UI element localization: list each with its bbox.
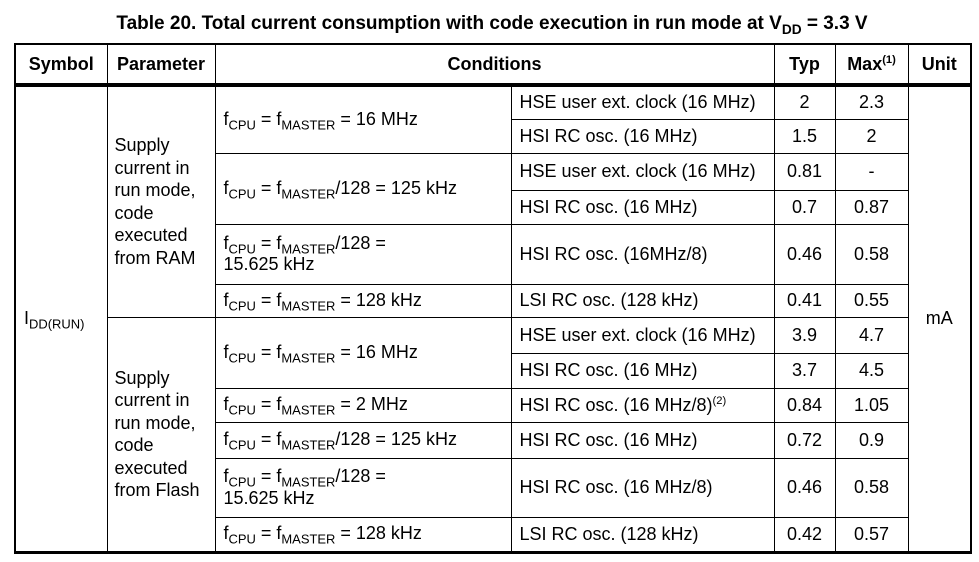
max-value-cell: 4.5 xyxy=(834,352,909,389)
max-value-cell: 0.55 xyxy=(834,283,909,318)
header-parameter: Parameter xyxy=(106,43,216,87)
condition-clock-cell: LSI RC osc. (128 kHz) xyxy=(510,283,775,318)
header-max: Max(1) xyxy=(834,43,909,87)
typ-value-cell: 3.9 xyxy=(773,316,836,354)
table-row: fCPU = fMASTER = 128 kHz LSI RC osc. (12… xyxy=(15,516,971,553)
max-value-cell: 0.9 xyxy=(834,421,909,459)
condition-frequency-cell: fCPU = fMASTER = 128 kHz xyxy=(214,516,512,553)
header-typ: Typ xyxy=(773,43,836,87)
condition-frequency-cell: fCPU = fMASTER/128 = 125 kHz xyxy=(214,152,512,225)
condition-clock-cell: HSE user ext. clock (16 MHz) xyxy=(510,152,775,191)
table-row: IDD(RUN) Supply current in run mode, cod… xyxy=(14,84,972,553)
table-row: HSI RC osc. (16 MHz) 3.7 4.5 xyxy=(15,352,971,389)
typ-value-cell: 0.46 xyxy=(773,457,836,518)
max-value-cell: 0.57 xyxy=(834,516,909,553)
max-value-cell: 0.58 xyxy=(834,223,909,285)
typ-value-cell: 0.42 xyxy=(773,516,836,553)
condition-clock-cell: HSI RC osc. (16 MHz) xyxy=(510,421,775,459)
condition-clock-cell: HSI RC osc. (16 MHz/8) xyxy=(510,457,775,518)
table-row: fCPU = fMASTER = 128 kHz LSI RC osc. (12… xyxy=(15,283,971,318)
max-value-cell: 2.3 xyxy=(834,84,909,120)
max-value-cell: - xyxy=(834,152,909,191)
table-row: fCPU = fMASTER/128 = 15.625 kHz HSI RC o… xyxy=(15,457,971,518)
condition-clock-cell: HSI RC osc. (16 MHz) xyxy=(510,352,775,389)
max-value-cell: 1.05 xyxy=(834,387,909,423)
condition-clock-cell: LSI RC osc. (128 kHz) xyxy=(510,516,775,553)
condition-frequency-cell: fCPU = fMASTER/128 = 125 kHz xyxy=(214,421,512,459)
typ-value-cell: 0.46 xyxy=(773,223,836,285)
condition-clock-cell: HSI RC osc. (16 MHz) xyxy=(510,189,775,225)
table-row: Supply current in run mode, code execute… xyxy=(15,316,971,553)
condition-frequency-cell: fCPU = fMASTER = 16 MHz xyxy=(214,316,512,389)
symbol-cell: IDD(RUN) xyxy=(14,84,108,553)
table-row: fCPU = fMASTER = 2 MHz HSI RC osc. (16 M… xyxy=(15,387,971,423)
typ-value-cell: 0.7 xyxy=(773,189,836,225)
condition-clock-cell: HSI RC osc. (16 MHz) xyxy=(510,118,775,154)
max-value-cell: 0.87 xyxy=(834,189,909,225)
typ-value-cell: 0.41 xyxy=(773,283,836,318)
typ-value-cell: 0.72 xyxy=(773,421,836,459)
condition-frequency-cell: fCPU = fMASTER = 16 MHz xyxy=(214,84,512,154)
max-value-cell: 0.58 xyxy=(834,457,909,518)
current-consumption-table: Symbol Parameter Conditions Typ Max(1) U… xyxy=(14,43,973,554)
max-value-cell: 4.7 xyxy=(834,316,909,354)
parameter-cell-ram: Supply current in run mode, code execute… xyxy=(106,84,216,318)
table-row: fCPU = fMASTER/128 = 125 kHz HSI RC osc.… xyxy=(15,421,971,459)
header-row: Symbol Parameter Conditions Typ Max(1) U… xyxy=(14,43,972,87)
typ-value-cell: 0.84 xyxy=(773,387,836,423)
table-row: fCPU = fMASTER/128 = 15.625 kHz HSI RC o… xyxy=(15,223,971,285)
condition-clock-cell: HSE user ext. clock (16 MHz) xyxy=(510,316,775,354)
header-unit: Unit xyxy=(907,43,972,87)
condition-frequency-cell: fCPU = fMASTER = 128 kHz xyxy=(214,283,512,318)
condition-clock-cell: HSE user ext. clock (16 MHz) xyxy=(510,84,775,120)
typ-value-cell: 3.7 xyxy=(773,352,836,389)
unit-cell: mA xyxy=(907,84,972,553)
parameter-cell-flash: Supply current in run mode, code execute… xyxy=(106,316,216,553)
max-value-cell: 2 xyxy=(834,118,909,154)
condition-frequency-cell: fCPU = fMASTER = 2 MHz xyxy=(214,387,512,423)
condition-clock-cell: HSI RC osc. (16MHz/8) xyxy=(510,223,775,285)
table-row: HSI RC osc. (16 MHz) 1.5 2 xyxy=(15,118,971,154)
header-symbol: Symbol xyxy=(14,43,108,87)
header-conditions: Conditions xyxy=(214,43,775,87)
typ-value-cell: 2 xyxy=(773,84,836,120)
condition-clock-cell: HSI RC osc. (16 MHz/8)(2) xyxy=(510,387,775,423)
typ-value-cell: 1.5 xyxy=(773,118,836,154)
table-title: Table 20. Total current consumption with… xyxy=(116,13,868,37)
typ-value-cell: 0.81 xyxy=(773,152,836,191)
condition-frequency-cell: fCPU = fMASTER/128 = 15.625 kHz xyxy=(214,223,512,285)
condition-frequency-cell: fCPU = fMASTER/128 = 15.625 kHz xyxy=(214,457,512,518)
